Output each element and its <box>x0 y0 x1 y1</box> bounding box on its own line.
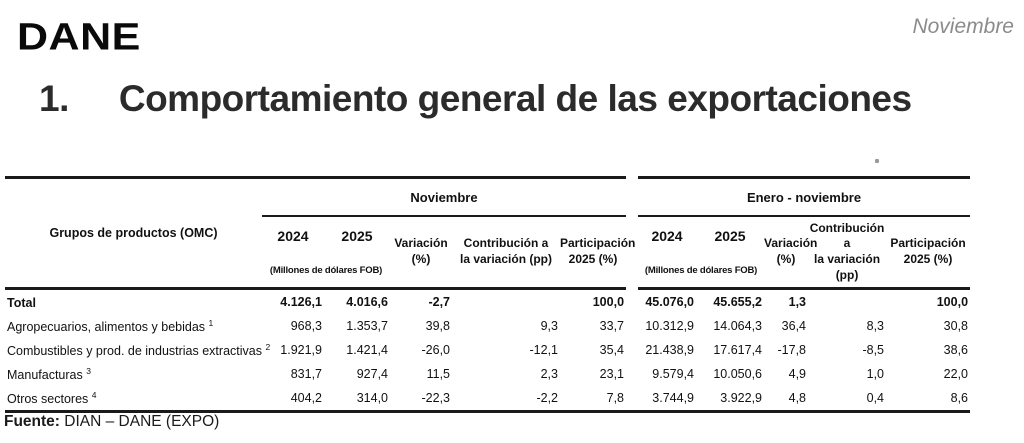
cell-nov-2024: 404,2 <box>262 386 324 413</box>
cell-nov-2024: 1.921,9 <box>280 343 322 357</box>
group-gap <box>626 178 638 217</box>
cell-ene-participacion: 38,6 <box>943 343 969 357</box>
cell-nov-2025: 1.353,7 <box>346 319 388 333</box>
row-label: Agropecuarios, alimentos y bebidas 1 <box>7 317 214 335</box>
cell-nov-variacion: -26,0 <box>421 343 451 357</box>
fob-note-nov: (Millones de dólares FOB) <box>262 254 390 290</box>
cell-nov-contribucion: -12,1 <box>529 343 559 357</box>
cell-nov-2025: 314,0 <box>324 386 390 413</box>
cell-nov-variacion: 39,8 <box>425 319 450 333</box>
cell-ene-variacion: -17,8 <box>777 343 807 357</box>
source-text: DIAN – DANE (EXPO) <box>64 413 220 430</box>
table-row-manufacturas: Manufacturas 3 831,7 927,4 11,5 2,3 23,1… <box>5 362 970 386</box>
row-label: Combustibles y prod. de industrias extra… <box>7 341 271 359</box>
cell-nov-2025: 4.016,6 <box>346 295 388 309</box>
source-label: Fuente: <box>4 413 60 430</box>
period-label: Noviembre <box>912 15 1014 38</box>
cell-ene-participacion: 8,6 <box>886 386 971 413</box>
cell-ene-variacion: 36,4 <box>781 319 807 333</box>
col-header-nov-2024: 2024 <box>277 227 309 244</box>
cell-ene-contribucion: 1,0 <box>866 367 885 381</box>
cell-ene-2024: 3.744,9 <box>638 386 697 413</box>
cell-ene-variacion: 1,3 <box>788 295 807 309</box>
group-header-enero-noviembre: Enero - noviembre <box>638 176 971 217</box>
row-label: Total <box>7 296 36 311</box>
cell-nov-participacion: 35,4 <box>599 343 625 357</box>
fob-note-ene: (Millones de dólares FOB) <box>638 254 765 290</box>
col-header-nov-2025: 2025 <box>341 227 373 244</box>
group-header-noviembre: Noviembre <box>262 176 627 217</box>
cell-ene-contribucion: -8,5 <box>862 343 885 357</box>
cell-ene-participacion: 30,8 <box>943 319 969 333</box>
cell-ene-participacion: 22,0 <box>943 367 969 381</box>
col-header-products: Grupos de productos (OMC) <box>5 176 262 290</box>
cell-nov-contribucion: 9,3 <box>540 319 558 333</box>
cell-nov-2024: 968,3 <box>290 319 322 333</box>
cell-ene-2025: 17.617,4 <box>713 343 763 357</box>
cell-nov-2024: 4.126,1 <box>280 295 322 309</box>
table-row-total: Total 4.126,1 4.016,6 -2,7 100,0 45.076,… <box>5 289 970 315</box>
stray-mark <box>875 159 879 163</box>
cell-ene-2024: 10.312,9 <box>645 319 695 333</box>
section-title: 1. Comportamiento general de las exporta… <box>39 78 912 120</box>
cell-nov-participacion: 23,1 <box>599 367 625 381</box>
cell-ene-contribucion <box>808 289 886 315</box>
cell-ene-contribucion: 0,4 <box>808 386 887 413</box>
cell-ene-participacion: 100,0 <box>936 295 969 309</box>
cell-nov-contribucion <box>452 289 560 315</box>
section-number: 1. <box>39 78 69 119</box>
cell-nov-variacion: 11,5 <box>426 367 450 381</box>
cell-nov-participacion: 100,0 <box>592 295 625 309</box>
col-header-ene-participacion: Participación 2025 (%) <box>886 216 971 290</box>
cell-ene-2024: 21.438,9 <box>645 343 695 357</box>
source-line: Fuente: DIAN – DANE (EXPO) <box>4 413 219 431</box>
cell-ene-2025: 3.922,9 <box>696 386 765 413</box>
cell-nov-2025: 927,4 <box>356 367 388 381</box>
section-title-text: Comportamiento general de las exportacio… <box>118 78 912 119</box>
table-row-otros-sectores: Otros sectores 4 404,2 314,0 -22,3 -2,2 … <box>5 386 971 413</box>
cell-ene-contribucion: 8,3 <box>866 319 885 333</box>
cell-ene-2024: 45.076,0 <box>645 295 695 309</box>
cell-ene-2025: 45.655,2 <box>713 295 763 309</box>
group-gap <box>626 254 638 289</box>
col-header-nov-participacion: Participación 2025 (%) <box>560 216 635 290</box>
col-header-ene-2024: 2024 <box>651 227 683 244</box>
cell-nov-contribucion: 2,3 <box>540 367 558 381</box>
cell-ene-variacion: 4,9 <box>788 367 807 381</box>
col-header-nov-variacion: Variación (%) <box>390 216 452 290</box>
cell-nov-variacion: -22,3 <box>390 386 452 413</box>
cell-ene-2025: 14.064,3 <box>713 319 763 333</box>
row-label: Manufacturas 3 <box>7 365 91 383</box>
exports-table: Grupos de productos (OMC) Noviembre Ener… <box>5 176 971 413</box>
cell-nov-contribucion: -2,2 <box>452 386 560 413</box>
cell-ene-2025: 10.050,6 <box>713 367 763 381</box>
col-header-ene-variacion: Variación (%) <box>764 216 817 290</box>
col-header-ene-contribucion: Contribución a la variación (pp) <box>808 216 887 290</box>
cell-nov-variacion: -2,7 <box>428 295 450 309</box>
cell-nov-2024: 831,7 <box>290 367 322 381</box>
cell-nov-participacion: 7,8 <box>560 386 627 413</box>
table-row-agropecuarios: Agropecuarios, alimentos y bebidas 1 968… <box>5 314 970 338</box>
dane-logo: DANE <box>17 16 141 59</box>
row-label: Otros sectores 4 <box>5 386 262 413</box>
col-header-nov-contribucion: Contribución a la variación (pp) <box>452 216 560 290</box>
table-row-combustibles: Combustibles y prod. de industrias extra… <box>5 338 970 362</box>
cell-nov-2025: 1.421,4 <box>346 343 388 357</box>
cell-nov-participacion: 33,7 <box>599 319 625 333</box>
col-header-ene-2025: 2025 <box>714 227 746 244</box>
cell-ene-2024: 9.579,4 <box>652 367 695 381</box>
cell-ene-variacion: 4,8 <box>764 386 809 413</box>
